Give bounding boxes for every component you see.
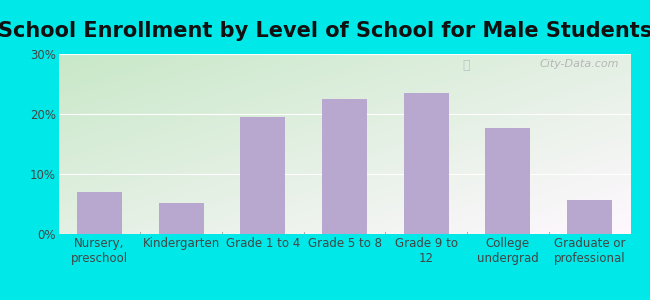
Bar bbox=[486, 128, 530, 234]
Bar bbox=[159, 203, 203, 234]
Bar bbox=[567, 200, 612, 234]
Bar bbox=[240, 117, 285, 234]
Bar bbox=[404, 93, 448, 234]
Text: ⓘ: ⓘ bbox=[463, 59, 471, 72]
Text: City-Data.com: City-Data.com bbox=[540, 59, 619, 69]
Bar bbox=[322, 99, 367, 234]
Text: School Enrollment by Level of School for Male Students: School Enrollment by Level of School for… bbox=[0, 21, 650, 41]
Bar bbox=[77, 192, 122, 234]
